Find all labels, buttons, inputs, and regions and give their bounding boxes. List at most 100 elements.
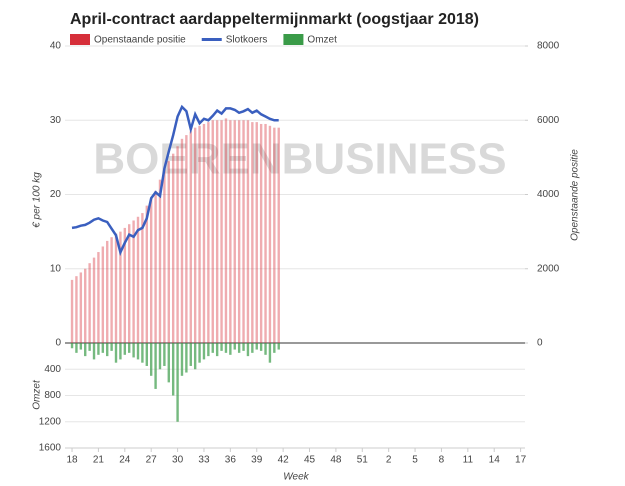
bar — [158, 179, 162, 343]
legend-label: Openstaande positie — [94, 35, 186, 46]
bar — [229, 343, 232, 355]
legend-label: Slotkoers — [226, 35, 268, 46]
bar — [136, 343, 140, 360]
bar — [259, 123, 263, 344]
bar — [163, 168, 166, 343]
bar — [277, 127, 280, 343]
bar — [233, 343, 236, 350]
legend-swatch — [283, 34, 304, 45]
bar — [106, 343, 109, 357]
y-tick-label: 30 — [50, 115, 62, 126]
y3-tick-label: 400 — [44, 364, 61, 375]
bar — [101, 246, 105, 343]
y2-tick-label: 8000 — [537, 41, 560, 52]
bar — [180, 343, 184, 376]
bar — [220, 120, 223, 343]
bar — [202, 123, 206, 344]
bar — [273, 343, 276, 353]
bar — [171, 343, 175, 396]
legend-swatch — [70, 34, 90, 45]
y-tick-label: 10 — [50, 263, 62, 274]
bar — [268, 343, 272, 363]
line — [71, 104, 279, 257]
legend-label: Omzet — [307, 35, 337, 46]
bar — [224, 343, 228, 353]
chart-title: April-contract aardappeltermijnmarkt (oo… — [70, 11, 479, 28]
bar — [180, 138, 184, 343]
x-tick-label: 36 — [225, 455, 237, 466]
bar — [84, 343, 87, 357]
bar — [123, 343, 127, 355]
y-axis-label: € per 100 kg — [32, 172, 43, 228]
bar — [70, 279, 74, 343]
bar — [88, 343, 91, 351]
bar — [145, 343, 148, 366]
x-tick-label: 11 — [463, 455, 474, 466]
bar — [84, 268, 87, 343]
bar — [264, 123, 267, 344]
y-tick-label: 20 — [50, 189, 62, 200]
bar — [273, 127, 276, 343]
y3-axis-label: Omzet — [32, 379, 43, 410]
bar — [264, 343, 267, 355]
bar — [229, 120, 232, 343]
bar — [79, 272, 83, 343]
x-tick-label: 51 — [357, 455, 369, 466]
x-tick-label: 18 — [66, 455, 78, 466]
bar — [136, 216, 140, 343]
bar — [246, 120, 250, 343]
bar — [193, 343, 197, 370]
bar — [154, 190, 157, 343]
bar — [167, 343, 170, 383]
bar — [251, 343, 254, 353]
y2-tick-label: 4000 — [537, 189, 560, 200]
bar — [149, 343, 153, 376]
bar — [97, 343, 100, 355]
bar — [211, 120, 214, 343]
x-tick-label: 17 — [515, 455, 527, 466]
bar — [220, 343, 223, 351]
x-tick-label: 21 — [93, 455, 105, 466]
y2-axis-label: Openstaande positie — [570, 149, 581, 241]
bar — [92, 343, 96, 360]
watermark: BOERENBUSINESS — [93, 135, 506, 184]
y3-tick-label: 1200 — [39, 416, 62, 427]
bar — [114, 233, 118, 343]
x-tick-label: 30 — [172, 455, 184, 466]
y-tick-label: 0 — [55, 338, 61, 349]
bar — [149, 198, 153, 343]
bar — [251, 122, 254, 343]
bar — [128, 224, 131, 343]
y2-tick-label: 6000 — [537, 115, 560, 126]
bar — [224, 118, 228, 343]
bar — [132, 343, 135, 358]
bar — [97, 252, 100, 343]
bar — [123, 227, 127, 343]
bar — [207, 343, 210, 357]
bar — [193, 127, 197, 343]
y3-tick-label: 800 — [44, 390, 61, 401]
bar — [75, 343, 78, 353]
bar — [185, 343, 188, 373]
bar — [259, 343, 263, 351]
bar — [114, 343, 118, 363]
bar — [167, 161, 170, 343]
x-tick-label: 45 — [304, 455, 316, 466]
bar — [215, 120, 219, 343]
bar — [119, 231, 122, 343]
bar — [128, 343, 131, 353]
bar — [119, 343, 122, 360]
x-tick-label: 33 — [198, 455, 210, 466]
x-tick-label: 42 — [278, 455, 290, 466]
bar — [242, 343, 245, 351]
bar — [92, 257, 96, 343]
bar — [242, 120, 245, 343]
x-axis-label: Week — [283, 472, 309, 483]
bar — [141, 213, 144, 343]
bar — [176, 343, 179, 422]
bar — [185, 135, 188, 343]
bar — [237, 343, 241, 353]
bar — [255, 343, 258, 350]
bar — [198, 343, 201, 363]
